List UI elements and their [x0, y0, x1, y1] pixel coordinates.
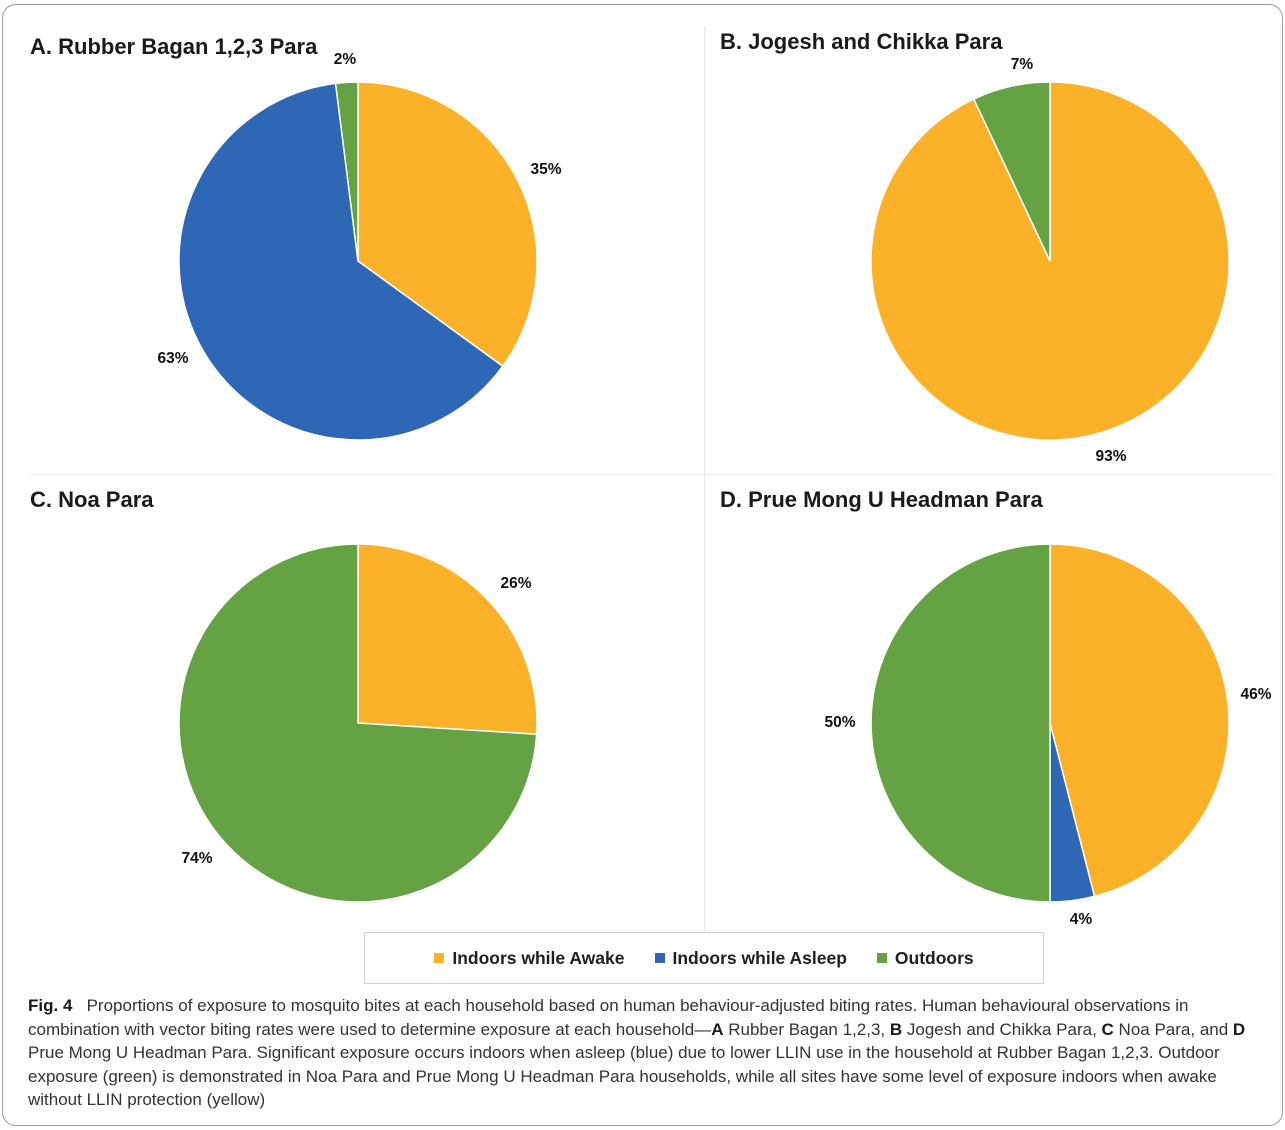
slice-data-label: 26% — [500, 575, 531, 592]
caption-text-d: Prue Mong U Headman Para. Significant ex… — [28, 1043, 1220, 1109]
legend-item-indoors-awake: Indoors while Awake — [434, 947, 625, 969]
pie-slice-outdoors — [334, 81, 359, 262]
caption-fig-label: Fig. 4 — [28, 996, 73, 1015]
pie-charts: A. Rubber Bagan 1,2,3 Para 35% 63% 2% B. Jog… — [30, 29, 1272, 928]
slice-data-label: 50% — [824, 714, 855, 731]
legend-label-indoors-asleep: Indoors while Asleep — [672, 947, 847, 968]
panel-title-1: B. Jogesh and Chikka Para — [720, 29, 1003, 54]
legend-label-outdoors: Outdoors — [894, 947, 974, 968]
slice-data-label: 2% — [334, 51, 357, 68]
legend-swatch-indoors-asleep — [654, 953, 665, 963]
slice-data-label: 63% — [157, 350, 188, 367]
panel-title-2: C. Noa Para — [30, 487, 154, 512]
caption-panel-b: B — [889, 1019, 903, 1039]
legend-label-indoors-awake: Indoors while Awake — [452, 947, 625, 968]
caption-text-a: Rubber Bagan 1,2,3, — [723, 1019, 890, 1039]
panel-title-0: A. Rubber Bagan 1,2,3 Para — [30, 34, 318, 59]
figure-caption: Fig. 4 Proportions of exposure to mosqui… — [28, 994, 1268, 1112]
slice-data-label: 74% — [181, 850, 212, 867]
caption-text-b: Jogesh and Chikka Para, — [902, 1019, 1102, 1039]
caption-panel-c: C — [1101, 1019, 1114, 1039]
caption-text-intro: Proportions of exposure to mosquito bite… — [28, 996, 1189, 1039]
legend-item-outdoors: Outdoors — [876, 947, 974, 969]
pie-slice-indoors-awake — [1049, 543, 1230, 898]
pie-slice-outdoors — [870, 543, 1051, 903]
caption-text-c: Noa Para, and — [1113, 1019, 1233, 1039]
figure-frame — [2, 4, 1283, 1126]
slice-data-label: 46% — [1240, 686, 1271, 703]
chart-legend: Indoors while Awake Indoors while Asleep… — [364, 932, 1044, 984]
legend-swatch-outdoors — [876, 953, 887, 963]
caption-panel-d: D — [1232, 1019, 1246, 1039]
pie-slice-indoors-awake — [357, 543, 538, 736]
slice-data-label: 4% — [1070, 911, 1093, 928]
pie-slice-indoors-awake — [357, 81, 538, 368]
panel-title-3: D. Prue Mong U Headman Para — [720, 487, 1044, 512]
panel-divider-horizontal — [30, 474, 1275, 475]
slice-data-label: 93% — [1095, 448, 1126, 465]
legend-swatch-indoors-awake — [434, 953, 445, 963]
pie-slice-indoors-asleep — [178, 82, 504, 441]
panel-divider-vertical — [704, 26, 705, 934]
slice-data-label: 35% — [530, 161, 561, 178]
slice-data-label: 7% — [1011, 56, 1034, 73]
caption-panel-a: A — [711, 1019, 724, 1039]
pie-slice-outdoors — [178, 543, 538, 903]
legend-item-indoors-asleep: Indoors while Asleep — [654, 947, 847, 969]
pie-slice-outdoors — [972, 81, 1051, 262]
